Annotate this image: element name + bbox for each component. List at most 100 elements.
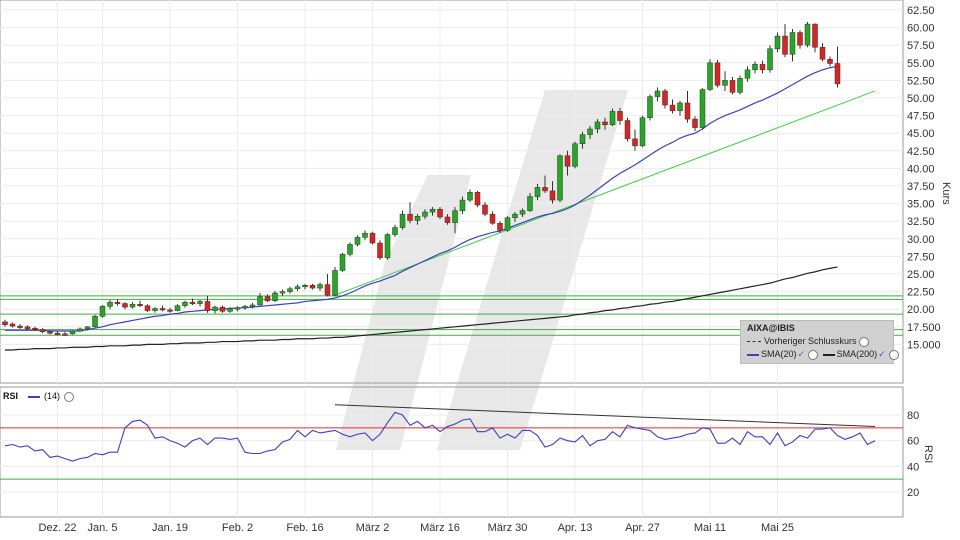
candle-down [2, 321, 8, 325]
candle-up [789, 32, 796, 55]
candle-down [729, 80, 736, 93]
candle-up [429, 208, 436, 213]
candle-up [752, 63, 758, 71]
candle-up [69, 330, 76, 335]
rsi-series-line [4, 411, 876, 462]
candle-up [302, 285, 308, 288]
candle-down [62, 333, 68, 336]
candle-down [542, 187, 548, 192]
price-tick-label: 20.00 [907, 304, 935, 316]
settings-icon[interactable] [64, 391, 75, 402]
candle-down [602, 121, 608, 126]
candle-down [39, 329, 46, 332]
rsi-header-period: (14) [44, 391, 61, 401]
candle-down [692, 118, 698, 128]
candle-down [264, 296, 271, 302]
candle-down [834, 63, 841, 85]
x-tick-label: Feb. 2 [222, 522, 253, 534]
rsi-tick-label: 40 [907, 461, 919, 473]
settings-icon[interactable] [888, 349, 899, 360]
candle-down [47, 331, 53, 334]
candle-down [144, 305, 151, 311]
candle-down [482, 204, 488, 215]
candle-down [624, 120, 631, 140]
candle-up [707, 62, 713, 90]
candle-up [512, 213, 518, 218]
candle-up [594, 121, 601, 130]
candle-up [804, 23, 811, 46]
price-tick-label: 57.50 [907, 40, 935, 52]
candle-up [294, 286, 301, 290]
price-tick-label: 45.00 [907, 128, 935, 140]
candle-up [227, 308, 233, 312]
legend-item-prev-close-label: Vorheriger Schlusskurs [764, 336, 857, 346]
candle-up [174, 305, 181, 311]
candle-up [699, 89, 706, 128]
check-icon[interactable]: ✓ [797, 349, 806, 359]
candle-up [737, 78, 743, 93]
candle-down [114, 301, 121, 304]
series-line-sma20 [5, 65, 838, 332]
candle-up [654, 90, 661, 97]
candle-up [92, 315, 98, 328]
x-tick-label: Jan. 5 [88, 522, 118, 534]
candle-down [24, 326, 31, 330]
candle-down [9, 323, 16, 327]
settings-icon[interactable] [808, 349, 819, 360]
line-swatch-icon [822, 353, 835, 356]
candle-up [107, 301, 113, 307]
price-tick-label: 55.00 [907, 58, 935, 70]
legend-item-sma20[interactable]: SMA(20)✓ SMA(200)✓ [747, 349, 899, 360]
x-tick-label: März 2 [356, 522, 390, 534]
candle-up [384, 234, 391, 259]
candle-down [782, 35, 788, 55]
rsi-tick-label: 80 [907, 410, 919, 422]
candle-up [249, 304, 256, 307]
candle-up [609, 111, 616, 126]
candle-up [647, 96, 653, 118]
candle-down [489, 213, 496, 224]
candle-up [774, 35, 781, 49]
price-tick-label: 32.50 [907, 216, 935, 228]
candle-down [437, 208, 443, 218]
candle-down [632, 138, 638, 147]
candle-up [129, 304, 136, 308]
candle-down [377, 242, 383, 259]
line-swatch-icon [28, 395, 41, 398]
candle-up [347, 244, 353, 255]
candle-up [392, 227, 398, 235]
candle-down [444, 216, 451, 223]
watermark-logo [437, 90, 628, 450]
settings-icon[interactable] [858, 336, 869, 347]
legend-item-sma20-label: SMA(20) [761, 349, 797, 359]
candle-up [557, 155, 563, 201]
legend-title: AIXA@IBIS [747, 323, 795, 333]
check-icon[interactable]: ✓ [878, 349, 886, 359]
price-tick-label: 40.00 [907, 163, 935, 175]
candle-up [767, 48, 773, 71]
candle-down [369, 232, 376, 244]
legend-item-prev-close[interactable]: Vorheriger Schlusskurs [747, 336, 869, 347]
x-tick-label: Feb. 16 [286, 522, 323, 534]
candle-up [587, 128, 593, 135]
candle-down [759, 63, 766, 71]
candle-up [744, 69, 751, 79]
price-tick-label: 50.00 [907, 93, 935, 105]
candle-up [677, 102, 683, 111]
candle-up [519, 210, 526, 215]
candle-up [339, 254, 346, 271]
candle-down [797, 32, 803, 46]
price-tick-label: 22.50 [907, 287, 935, 299]
candle-up [414, 216, 421, 221]
legend-box: AIXA@IBIS Vorheriger Schlusskurs SMA(20)… [740, 320, 899, 364]
candle-up [257, 296, 263, 306]
rsi-header: RSI (14) [3, 391, 75, 402]
candle-down [167, 309, 173, 312]
price-axis-title: Kurs [940, 182, 952, 205]
candle-down [219, 306, 226, 312]
price-tick-label: 15.000 [907, 339, 941, 351]
candle-up [332, 270, 338, 296]
x-tick-label: März 30 [488, 522, 528, 534]
price-tick-label: 30.00 [907, 234, 935, 246]
